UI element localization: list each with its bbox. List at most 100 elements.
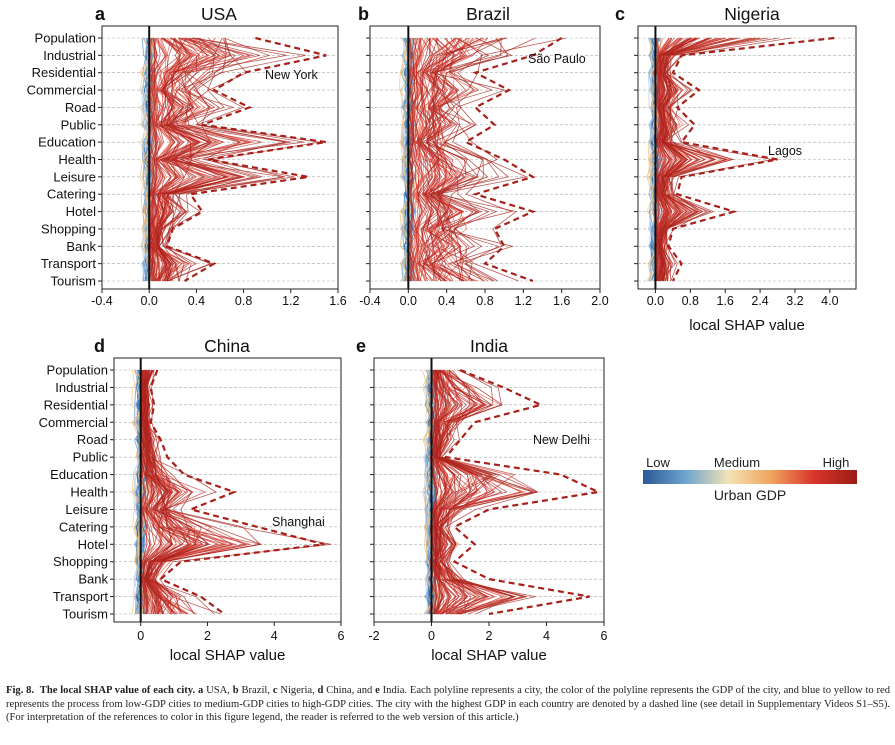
x-tick-label: 0.4	[438, 294, 455, 308]
city-line	[425, 37, 485, 282]
colorbar-gradient	[643, 470, 857, 484]
city-line	[422, 37, 447, 282]
shap-figure: Population Industrial Residential Commercia…	[27, 4, 857, 664]
city-line	[143, 369, 203, 615]
x-tick-label: 0.4	[188, 294, 205, 308]
city-line	[148, 37, 158, 282]
city-line	[427, 37, 510, 282]
category-label-industrial: Industrial	[43, 48, 96, 63]
x-tick-label: 1.2	[515, 294, 532, 308]
category-label-hotel: Hotel	[66, 204, 96, 219]
panel-title: Nigeria	[724, 4, 780, 24]
caption-e: e	[375, 685, 380, 696]
panel-frame	[373, 357, 605, 623]
x-tick-label: 1.2	[282, 294, 299, 308]
city-line	[421, 37, 484, 282]
category-label-tourism: Tourism	[62, 607, 108, 622]
category-label-residential: Residential	[32, 65, 96, 80]
panel-title: USA	[201, 4, 237, 24]
x-axis-label: local SHAP value	[689, 317, 805, 334]
x-tick-label: 1.6	[553, 294, 570, 308]
x-tick-label: 0.8	[476, 294, 493, 308]
category-label-residential: Residential	[44, 397, 108, 412]
category-label-transport: Transport	[53, 589, 109, 604]
panel-letter: d	[94, 336, 105, 356]
panel-c: 0.0 0.8 1.6 2.4 3.2 4.0 Lagos c Nigeria local SHA…	[615, 4, 857, 334]
figure-caption: Fig. 8. The local SHAP value of each cit…	[6, 684, 890, 725]
panel-a: Population Industrial Residential Commercia…	[27, 4, 347, 308]
x-tick-label: 0.0	[141, 294, 158, 308]
category-label-leisure: Leisure	[53, 169, 96, 184]
category-label-tourism: Tourism	[50, 274, 96, 289]
colorbar-title: Urban GDP	[714, 487, 786, 503]
highlight-city-line	[463, 37, 563, 283]
panel-frame	[113, 357, 342, 623]
city-line	[422, 37, 503, 282]
city-line	[418, 37, 443, 282]
city-line	[423, 37, 471, 282]
x-tick-label: 0.8	[682, 294, 699, 308]
caption-a: a	[198, 685, 204, 696]
category-label-commercial: Commercial	[39, 415, 108, 430]
city-line	[658, 37, 710, 282]
category-label-transport: Transport	[41, 256, 97, 271]
panel-title: Brazil	[466, 4, 510, 24]
city-polylines	[398, 37, 567, 283]
caption-d-text: China, and	[323, 685, 376, 696]
city-line	[433, 37, 506, 282]
city-line	[433, 369, 449, 615]
category-label-industrial: Industrial	[55, 380, 108, 395]
x-tick-label: 4.0	[821, 294, 838, 308]
colorbar-medium-label: Medium	[714, 455, 760, 470]
city-line	[145, 369, 261, 615]
city-line	[140, 369, 209, 615]
city-line	[436, 369, 508, 615]
category-label-population: Population	[47, 363, 108, 378]
x-tick-label: 4	[543, 629, 550, 643]
category-label-education: Education	[38, 135, 96, 150]
city-line	[419, 37, 466, 282]
caption-e-text: India. Each polyline represents a city, …	[6, 685, 891, 724]
category-label-education: Education	[50, 467, 108, 482]
city-line	[412, 37, 434, 282]
category-label-health: Health	[58, 152, 96, 167]
city-line	[412, 37, 431, 282]
x-tick-label: 0.0	[400, 294, 417, 308]
city-line	[409, 37, 416, 282]
city-line	[431, 37, 519, 282]
highlight-city-line	[149, 369, 325, 615]
x-tick-label: 0.0	[647, 294, 664, 308]
panel-title: India	[470, 336, 508, 356]
category-label-catering: Catering	[59, 519, 108, 534]
city-line	[157, 37, 242, 282]
highlight-city-label: São Paulo	[528, 52, 586, 66]
city-line	[158, 37, 261, 282]
city-line	[659, 37, 752, 282]
x-tick-label: -2	[368, 629, 379, 643]
city-line	[398, 37, 418, 282]
city-line	[656, 37, 760, 282]
panel-letter: a	[95, 4, 106, 24]
city-line	[436, 37, 513, 282]
category-label-public: Public	[61, 117, 97, 132]
city-line	[438, 37, 567, 282]
highlight-city-label: Lagos	[768, 144, 802, 158]
category-label-commercial: Commercial	[27, 83, 96, 98]
x-tick-label: 0.8	[235, 294, 252, 308]
caption-label: Fig. 8.	[6, 685, 35, 696]
highlight-city-label: New York	[265, 68, 319, 82]
highlight-city-line	[165, 36, 327, 282]
city-line	[435, 369, 503, 615]
city-line	[420, 37, 443, 282]
x-tick-label: -0.4	[359, 294, 381, 308]
city-polylines	[646, 36, 835, 282]
city-line	[424, 37, 466, 282]
x-tick-label: 2	[204, 629, 211, 643]
city-line	[421, 37, 483, 282]
x-tick-label: 6	[601, 629, 608, 643]
city-line	[142, 369, 263, 615]
caption-d: d	[317, 685, 324, 696]
category-label-road: Road	[77, 432, 108, 447]
x-tick-label: 1.6	[717, 294, 734, 308]
panel-letter: c	[615, 4, 625, 24]
